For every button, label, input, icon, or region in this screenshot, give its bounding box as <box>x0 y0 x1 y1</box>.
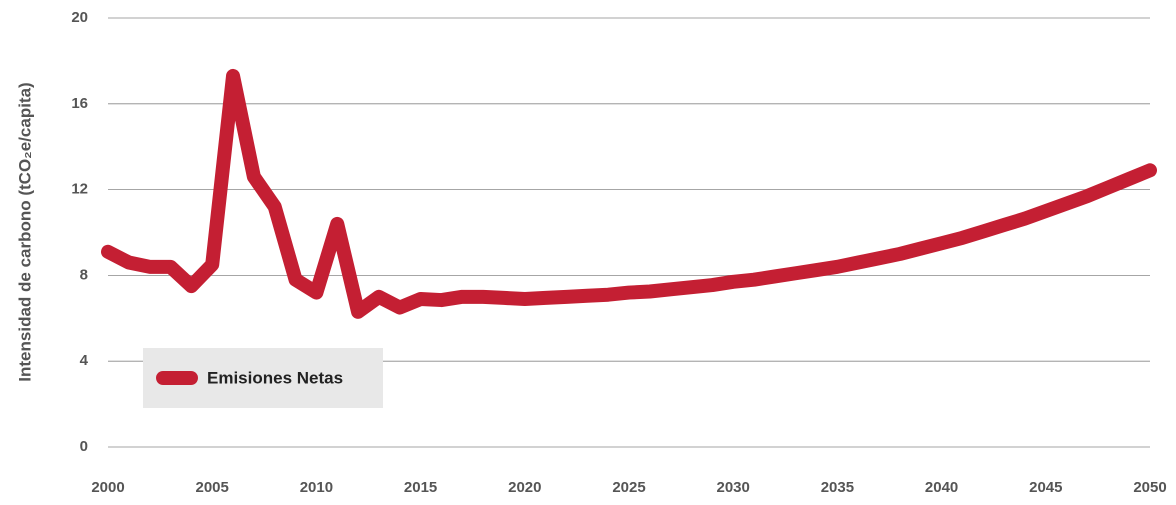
data-line <box>101 68 1157 319</box>
legend-label: Emisiones Netas <box>207 368 343 387</box>
x-tick-label: 2005 <box>196 479 229 496</box>
x-tick-label: 2015 <box>404 479 437 496</box>
y-tick-label: 20 <box>71 9 88 26</box>
x-tick-label: 2030 <box>717 479 750 496</box>
x-tick-label: 2035 <box>821 479 854 496</box>
y-tick-label: 12 <box>71 181 88 198</box>
y-axis-label: Intensidad de carbono (tCO₂e/capita) <box>15 82 34 381</box>
x-tick-label: 2040 <box>925 479 958 496</box>
x-tick-label: 2010 <box>300 479 333 496</box>
y-tick-label: 0 <box>80 438 88 455</box>
x-tick-label: 2025 <box>612 479 645 496</box>
y-tick-label: 4 <box>80 352 89 369</box>
x-tick-label: 2045 <box>1029 479 1062 496</box>
x-tick-label: 2050 <box>1133 479 1166 496</box>
y-tick-label: 16 <box>71 95 88 112</box>
y-tick-label: 8 <box>80 266 88 283</box>
x-tick-label: 2020 <box>508 479 541 496</box>
x-tick-label: 2000 <box>91 479 124 496</box>
